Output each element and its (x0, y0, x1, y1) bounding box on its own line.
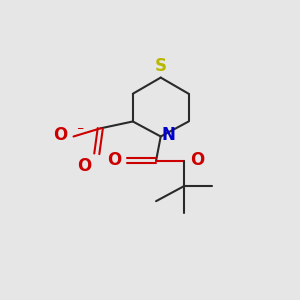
Text: N: N (162, 126, 176, 144)
Text: O: O (77, 157, 91, 175)
Text: O: O (190, 151, 204, 169)
Text: O: O (53, 126, 68, 144)
Text: S: S (155, 57, 167, 75)
Text: ⁻: ⁻ (76, 124, 83, 138)
Text: O: O (107, 151, 121, 169)
